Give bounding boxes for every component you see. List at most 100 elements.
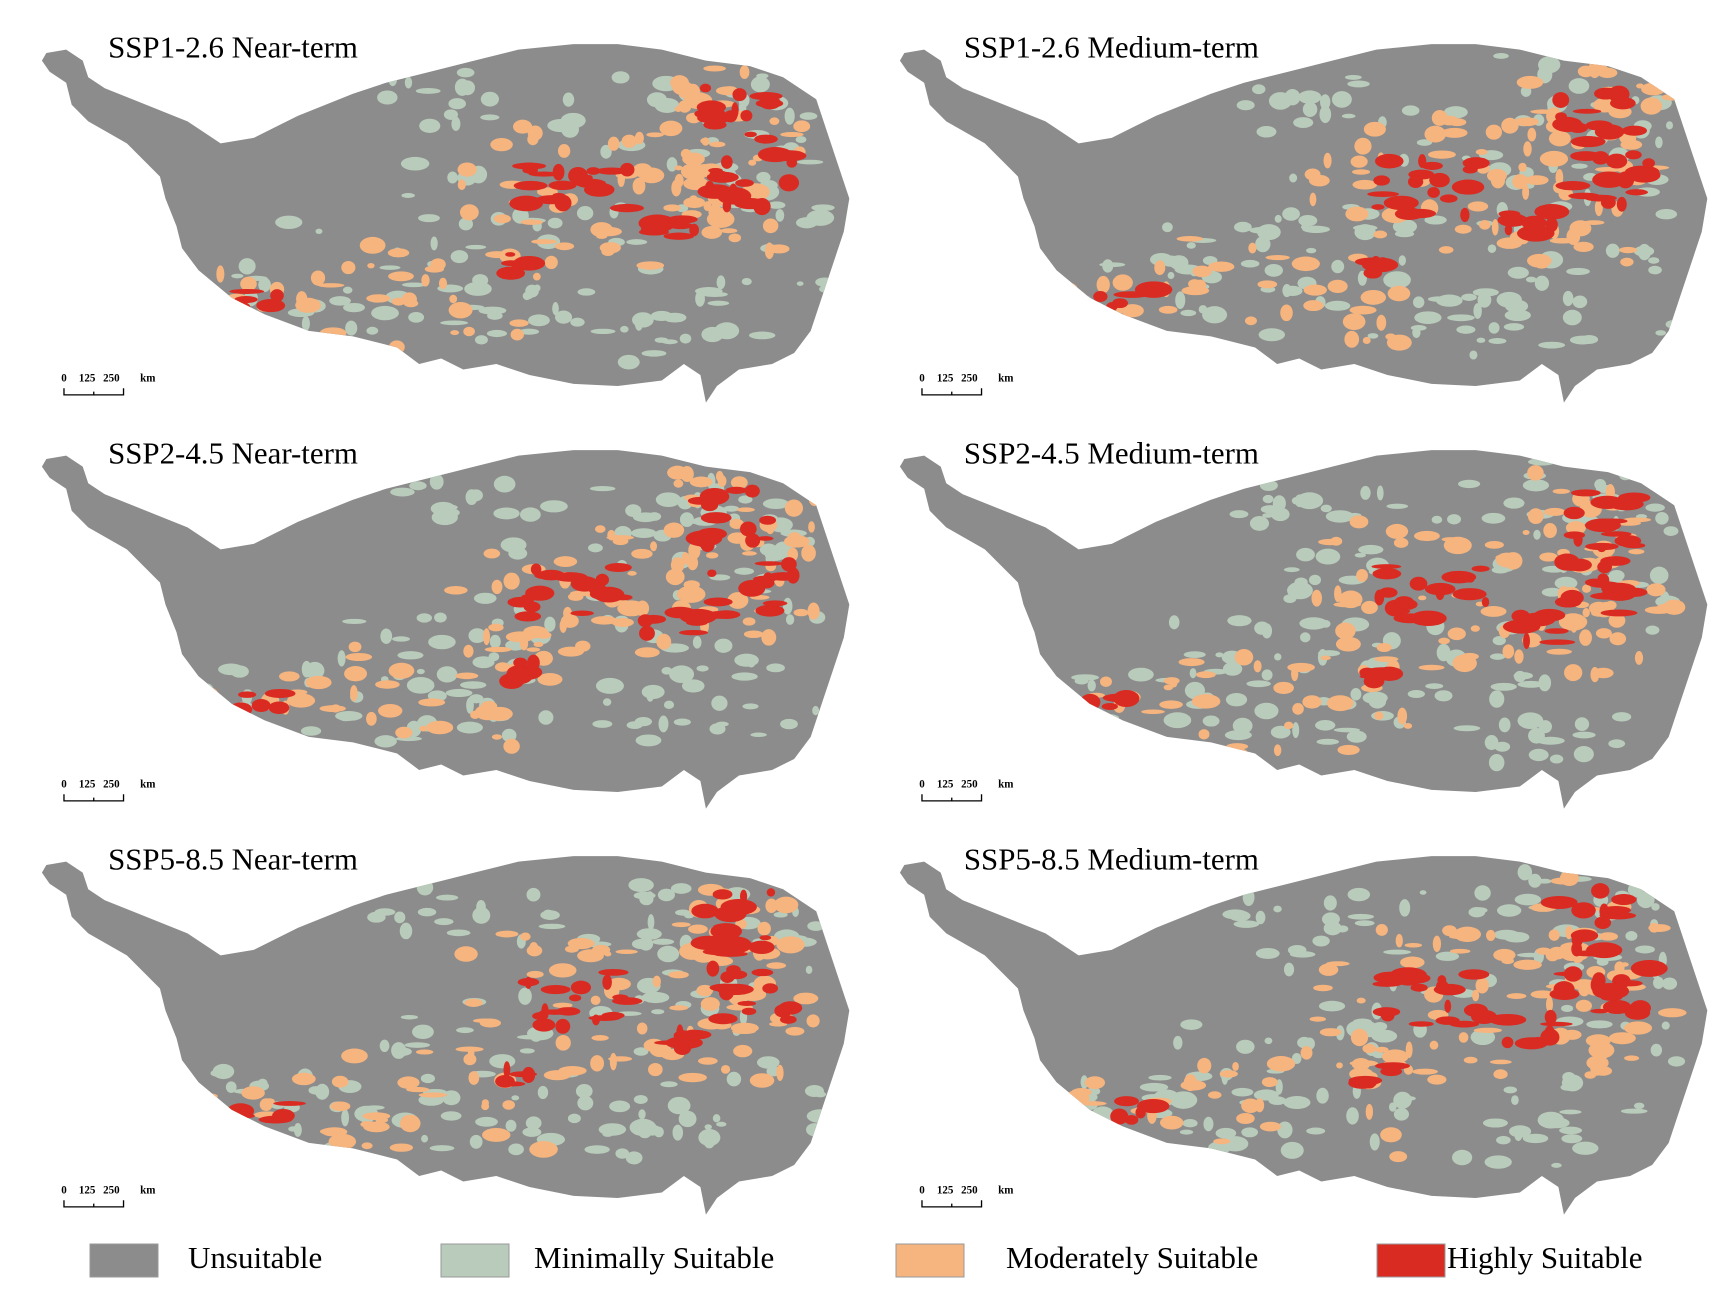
suitability-patch [527, 314, 550, 327]
suitability-patch [459, 80, 476, 96]
suitability-patch [1463, 1056, 1478, 1064]
suitability-patch [1631, 61, 1657, 72]
suitability-patch [1634, 945, 1655, 954]
suitability-patch [521, 1066, 536, 1084]
suitability-patch [1503, 323, 1525, 331]
suitability-patch [1412, 296, 1425, 309]
scale-bar: 0 125 250 km [61, 779, 155, 802]
scale-bar-label: km [998, 779, 1013, 791]
suitability-patch [659, 120, 683, 137]
suitability-patch [388, 340, 405, 354]
suitability-patch [263, 1098, 275, 1105]
suitability-patch [1524, 175, 1549, 186]
suitability-patch [215, 1116, 231, 1123]
suitability-patch [1489, 1059, 1512, 1065]
suitability-patch [479, 1018, 501, 1028]
map-panel: SSP2-4.5 Near-term 0 125 250 km [41, 435, 850, 809]
suitability-patch [769, 60, 787, 73]
suitability-patch [1447, 514, 1462, 525]
suitability-patch [1625, 931, 1638, 941]
suitability-patch [366, 326, 379, 335]
suitability-patch [754, 134, 778, 144]
suitability-patch [668, 971, 689, 979]
suitability-patch [1169, 1091, 1198, 1109]
suitability-patch [633, 891, 656, 900]
suitability-patch [672, 80, 694, 96]
suitability-patch [586, 167, 601, 175]
suitability-patch [1560, 589, 1584, 606]
suitability-patch [1294, 577, 1308, 587]
suitability-patch [1571, 163, 1588, 169]
suitability-patch [1232, 748, 1248, 757]
suitability-patch [1323, 895, 1337, 911]
suitability-patch [1592, 667, 1614, 679]
suitability-patch [1506, 993, 1527, 999]
suitability-patch [806, 1123, 824, 1137]
suitability-patch [490, 138, 513, 152]
suitability-patch [1296, 547, 1315, 562]
suitability-patch [1159, 1115, 1184, 1130]
suitability-patch [1477, 292, 1492, 308]
suitability-patch [590, 328, 616, 335]
suitability-patch [740, 110, 753, 122]
suitability-patch [1517, 712, 1544, 729]
scale-bar: 0 125 250 km [919, 779, 1013, 802]
suitability-patch [286, 693, 316, 708]
legend-swatch [895, 1243, 965, 1278]
suitability-patch [270, 289, 284, 303]
suitability-patch [577, 1095, 594, 1111]
suitability-patch [457, 162, 477, 177]
suitability-patch [315, 228, 323, 235]
scale-bar-label: km [140, 373, 155, 385]
suitability-patch [688, 924, 708, 934]
suitability-patch [291, 1072, 316, 1086]
suitability-patch [1514, 893, 1542, 906]
suitability-patch [768, 553, 779, 561]
suitability-patch [231, 301, 251, 314]
suitability-patch [1438, 637, 1450, 645]
suitability-patch [1139, 1082, 1169, 1092]
suitability-patch [1079, 305, 1090, 321]
suitability-patch [1632, 55, 1661, 72]
suitability-patch [1393, 1091, 1412, 1109]
suitability-patch [1265, 255, 1290, 261]
suitability-patch [703, 597, 733, 607]
suitability-patch [1367, 333, 1379, 339]
suitability-patch [1530, 990, 1555, 999]
scale-bar-label: km [140, 1185, 155, 1197]
suitability-patch [1439, 194, 1458, 203]
suitability-patch [569, 994, 582, 1002]
suitability-patch [1597, 518, 1628, 524]
suitability-patch [1325, 510, 1354, 523]
suitability-patch [1501, 1036, 1514, 1049]
suitability-patch [212, 1110, 231, 1125]
suitability-patch [1540, 1028, 1560, 1046]
suitability-patch [345, 320, 358, 336]
map-panel: SSP1-2.6 Near-term 0 125 250 km [41, 29, 850, 403]
suitability-patch [740, 521, 757, 537]
suitability-patch [343, 302, 365, 313]
suitability-patch [591, 616, 618, 625]
suitability-patch [472, 907, 491, 924]
suitability-patch [576, 206, 594, 221]
suitability-patch [1261, 669, 1273, 681]
suitability-patch [511, 1095, 520, 1101]
suitability-patch [257, 1078, 268, 1088]
suitability-patch [1606, 153, 1628, 169]
suitability-patch [1507, 266, 1529, 279]
suitability-patch [1575, 498, 1590, 504]
suitability-patch [392, 636, 411, 642]
suitability-patch [1178, 658, 1205, 667]
suitability-patch [672, 1124, 684, 1141]
suitability-patch [584, 182, 615, 197]
suitability-patch [1372, 1021, 1388, 1032]
suitability-patch [1198, 729, 1210, 740]
suitability-patch [1320, 94, 1331, 110]
suitability-patch [1354, 137, 1372, 155]
suitability-patch [251, 698, 271, 713]
suitability-patch [714, 638, 733, 653]
suitability-patch [400, 156, 430, 171]
suitability-patch [310, 270, 326, 286]
suitability-patch [791, 468, 805, 476]
suitability-patch [688, 542, 701, 560]
